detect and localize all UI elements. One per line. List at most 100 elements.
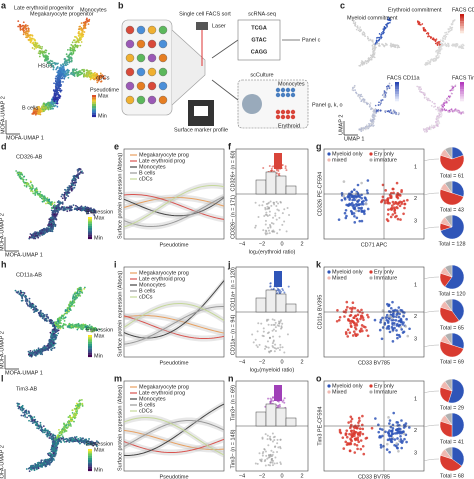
cell-dot (82, 327, 85, 329)
cell-dot (42, 312, 44, 315)
facs-dot (362, 210, 366, 214)
cell-dot (78, 206, 81, 209)
facs-dot (359, 317, 362, 321)
cell-dot (59, 327, 62, 330)
cell-dot (56, 97, 59, 100)
pos-dot (277, 168, 280, 171)
cell-dot (378, 101, 380, 104)
cell-dot (30, 190, 32, 192)
cell (125, 67, 135, 77)
cell-dot (81, 207, 83, 210)
neg-dot (258, 204, 261, 207)
neg-dot (258, 343, 261, 346)
cell-dot (369, 38, 372, 41)
cell-dot (386, 18, 389, 21)
cell-dot (79, 206, 82, 209)
cell-dot (359, 26, 361, 28)
facs-dot (353, 198, 356, 202)
facs-dot (360, 206, 364, 210)
cell-dot (377, 36, 379, 39)
cell-dot (367, 57, 370, 60)
cell-dot (48, 106, 50, 109)
neg-dot (272, 229, 275, 232)
neg-dot (267, 346, 270, 349)
cell-dot (71, 178, 74, 181)
cell-dot (46, 228, 49, 231)
cell-dot (35, 308, 38, 310)
cell-dot (80, 36, 82, 38)
cell-dot (460, 44, 463, 46)
cell-dot (397, 44, 400, 47)
cell (136, 39, 146, 49)
cell-dot (361, 95, 364, 98)
label: CD71 APC (361, 242, 388, 248)
cell (147, 53, 157, 63)
cell-dot (88, 438, 90, 440)
neg-dot (273, 203, 276, 206)
cell-dot (86, 75, 88, 78)
cell-dot (74, 207, 77, 210)
neg-dot (275, 204, 278, 207)
facs-dot (363, 196, 367, 199)
label: cDCs (139, 294, 153, 300)
cell-dot (360, 100, 363, 102)
cell-dot (29, 34, 32, 36)
cell-dot (355, 91, 357, 94)
label: UMAP 2 (338, 115, 344, 135)
cell-dot (52, 332, 55, 335)
cell-dot (22, 411, 25, 414)
cell-dot (437, 119, 439, 122)
cell (158, 81, 168, 91)
cell-dot (61, 435, 64, 438)
cell-dot (36, 420, 39, 423)
cell-dot (53, 90, 56, 93)
cell-dot (434, 39, 436, 42)
cell-dot (38, 107, 41, 110)
cell-dot (459, 46, 461, 49)
colorbar (88, 223, 92, 226)
cell-dot (85, 73, 88, 76)
neg-dot (268, 336, 271, 339)
colorbar (88, 343, 92, 347)
cell-dot (64, 63, 67, 66)
neg-dot (265, 211, 268, 214)
cell-dot (82, 35, 84, 38)
cell-dot (419, 86, 422, 88)
cell-dot (89, 69, 92, 72)
cell-dot (33, 38, 35, 41)
cell-dot (80, 399, 83, 401)
connector (423, 276, 440, 280)
cell-dot (433, 57, 436, 60)
facs-dot (394, 215, 397, 219)
label: CD11a− (n = 94) (230, 315, 236, 356)
label: d (1, 141, 7, 151)
cell-dot (76, 205, 79, 208)
facs-dot (384, 189, 387, 192)
label: Monocytes (139, 164, 166, 170)
facs-dot (389, 196, 392, 199)
cell-dot (381, 32, 383, 34)
label: a (1, 0, 7, 10)
colorbar (88, 230, 92, 233)
cell-dot (80, 22, 83, 25)
cell-dot (100, 80, 102, 83)
cell-dot (23, 25, 26, 28)
cell-dot (459, 112, 462, 114)
facs-dot (351, 198, 354, 202)
label: b (118, 0, 124, 10)
cell-dot (48, 198, 51, 201)
ery (280, 109, 286, 115)
cell-dot (422, 29, 425, 32)
neg-dot (276, 232, 279, 235)
cell-dot (80, 26, 83, 29)
facs-dot (378, 328, 382, 332)
cell-dot (66, 210, 69, 213)
cell-dot (359, 127, 362, 130)
neg-dot (269, 226, 272, 229)
trend-line (123, 185, 225, 228)
cell-dot (34, 194, 37, 196)
cell-dot (75, 41, 77, 44)
cell-dot (50, 220, 53, 223)
cell-dot (62, 193, 65, 196)
